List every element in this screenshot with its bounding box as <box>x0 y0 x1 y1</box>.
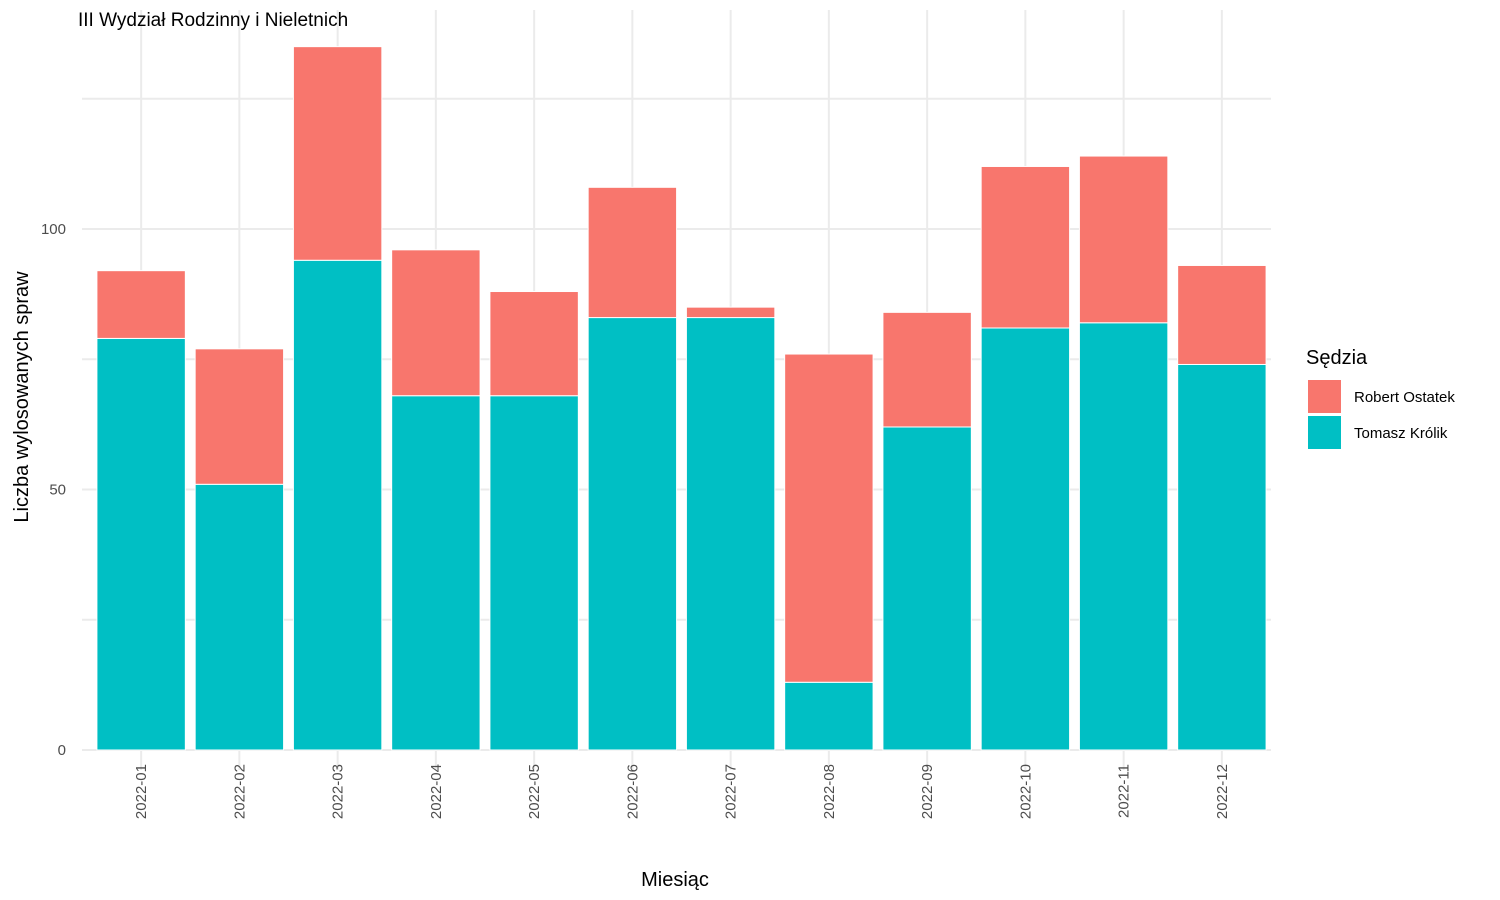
bar-robert-ostatek-2022-05 <box>489 291 579 397</box>
bars <box>96 46 1267 751</box>
chart-title: III Wydział Rodzinny i Nieletnich <box>78 10 348 31</box>
x-tick-label: 2022-12 <box>1214 764 1231 819</box>
x-tick-label: 2022-09 <box>919 764 936 819</box>
bar-tomasz-krolik-2022-09 <box>882 426 972 751</box>
x-axis-title: Miesiąc <box>641 869 709 891</box>
bar-tomasz-krolik-2022-04 <box>391 395 481 751</box>
x-axis-ticks: 2022-01 2022-02 2022-03 2022-04 2022-05 2022-… <box>133 764 1231 819</box>
bar-tomasz-krolik-2022-01 <box>96 337 186 751</box>
bar-tomasz-krolik-2022-05 <box>489 395 579 751</box>
x-tick-label: 2022-11 <box>1116 764 1133 818</box>
bar-tomasz-krolik-2022-02 <box>194 483 285 751</box>
bar-robert-ostatek-2022-03 <box>292 46 383 261</box>
x-tick-label: 2022-07 <box>723 764 740 819</box>
x-tick-label: 2022-02 <box>231 764 248 819</box>
bar-robert-ostatek-2022-01 <box>96 270 186 339</box>
bar-tomasz-krolik-2022-06 <box>587 317 678 751</box>
bar-tomasz-krolik-2022-08 <box>784 681 874 751</box>
x-tick-label: 2022-03 <box>330 764 347 819</box>
bar-tomasz-krolik-2022-07 <box>685 317 776 751</box>
x-tick-label: 2022-10 <box>1017 764 1034 819</box>
y-tick-label: 100 <box>41 221 66 238</box>
legend-title: Sędzia <box>1306 347 1368 369</box>
x-tick-label: 2022-04 <box>428 764 445 819</box>
bar-robert-ostatek-2022-04 <box>391 249 481 397</box>
legend-label-robert-ostatek: Robert Ostatek <box>1354 389 1455 406</box>
x-tick-label: 2022-08 <box>821 764 838 819</box>
bar-tomasz-krolik-2022-11 <box>1078 322 1169 751</box>
legend: Sędzia Robert Ostatek Tomasz Królik <box>1306 347 1455 449</box>
legend-label-tomasz-krolik: Tomasz Królik <box>1354 425 1448 442</box>
y-tick-label: 0 <box>58 742 66 759</box>
x-tick-label: 2022-01 <box>133 764 150 819</box>
bar-robert-ostatek-2022-12 <box>1177 264 1267 365</box>
bar-robert-ostatek-2022-11 <box>1078 155 1169 324</box>
bar-robert-ostatek-2022-02 <box>194 348 285 485</box>
legend-swatch-tomasz-krolik <box>1308 416 1341 449</box>
bar-robert-ostatek-2022-08 <box>784 353 874 683</box>
bar-tomasz-krolik-2022-10 <box>980 327 1071 751</box>
bar-tomasz-krolik-2022-12 <box>1177 363 1267 751</box>
bar-robert-ostatek-2022-06 <box>587 186 678 319</box>
x-tick-label: 2022-05 <box>526 764 543 819</box>
x-tick-label: 2022-06 <box>624 764 641 819</box>
bar-robert-ostatek-2022-07 <box>685 306 776 319</box>
bar-robert-ostatek-2022-09 <box>882 311 972 428</box>
bar-robert-ostatek-2022-10 <box>980 165 1071 329</box>
y-tick-label: 50 <box>49 482 66 499</box>
legend-swatch-robert-ostatek <box>1308 380 1341 413</box>
y-axis-title: Liczba wylosowanych spraw <box>11 271 33 523</box>
y-axis-ticks: 0 50 100 <box>41 221 66 759</box>
bar-tomasz-krolik-2022-03 <box>292 259 383 751</box>
